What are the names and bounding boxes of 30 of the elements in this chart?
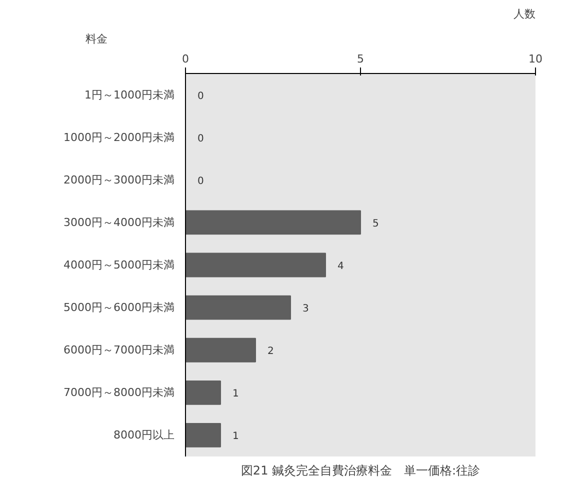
- y-tick-label: 1円～1000円未満: [84, 88, 175, 102]
- data-label: 5: [372, 218, 379, 230]
- y-tick-label: 7000円～8000円未満: [64, 386, 175, 400]
- data-label: 4: [338, 261, 344, 272]
- data-label: 2: [268, 346, 274, 358]
- bar: [186, 295, 291, 320]
- y-tick-label: 6000円～7000円未満: [64, 344, 175, 357]
- data-label: 0: [198, 133, 204, 144]
- bar: [186, 252, 326, 278]
- data-label: 1: [232, 388, 239, 400]
- x-tick-label: 0: [182, 52, 189, 66]
- x-axis-title: 人数: [514, 8, 536, 20]
- y-tick-label: 5000円～6000円未満: [64, 301, 175, 314]
- data-label: 0: [198, 176, 204, 187]
- bar: [186, 210, 361, 235]
- y-tick-label: 4000円～5000円未満: [64, 258, 175, 272]
- bar: [186, 380, 221, 405]
- data-label: 1: [232, 431, 239, 442]
- x-tick-label: 5: [357, 52, 364, 66]
- y-tick-label: 1000円～2000円未満: [64, 130, 175, 144]
- data-label: 3: [302, 304, 309, 315]
- y-axis-title: 料金: [86, 32, 108, 46]
- y-tick-label: 2000円～3000円未満: [64, 173, 175, 186]
- x-tick-label: 10: [528, 52, 542, 66]
- y-tick-label: 3000円～4000円未満: [64, 216, 175, 229]
- data-label: 0: [198, 90, 204, 102]
- bar: [186, 423, 221, 448]
- bar: [186, 338, 256, 362]
- text: 図21 鍼灸完全自費治療料金 単一価格:往診: [240, 464, 480, 478]
- y-tick-label: 8000円以上: [114, 428, 175, 442]
